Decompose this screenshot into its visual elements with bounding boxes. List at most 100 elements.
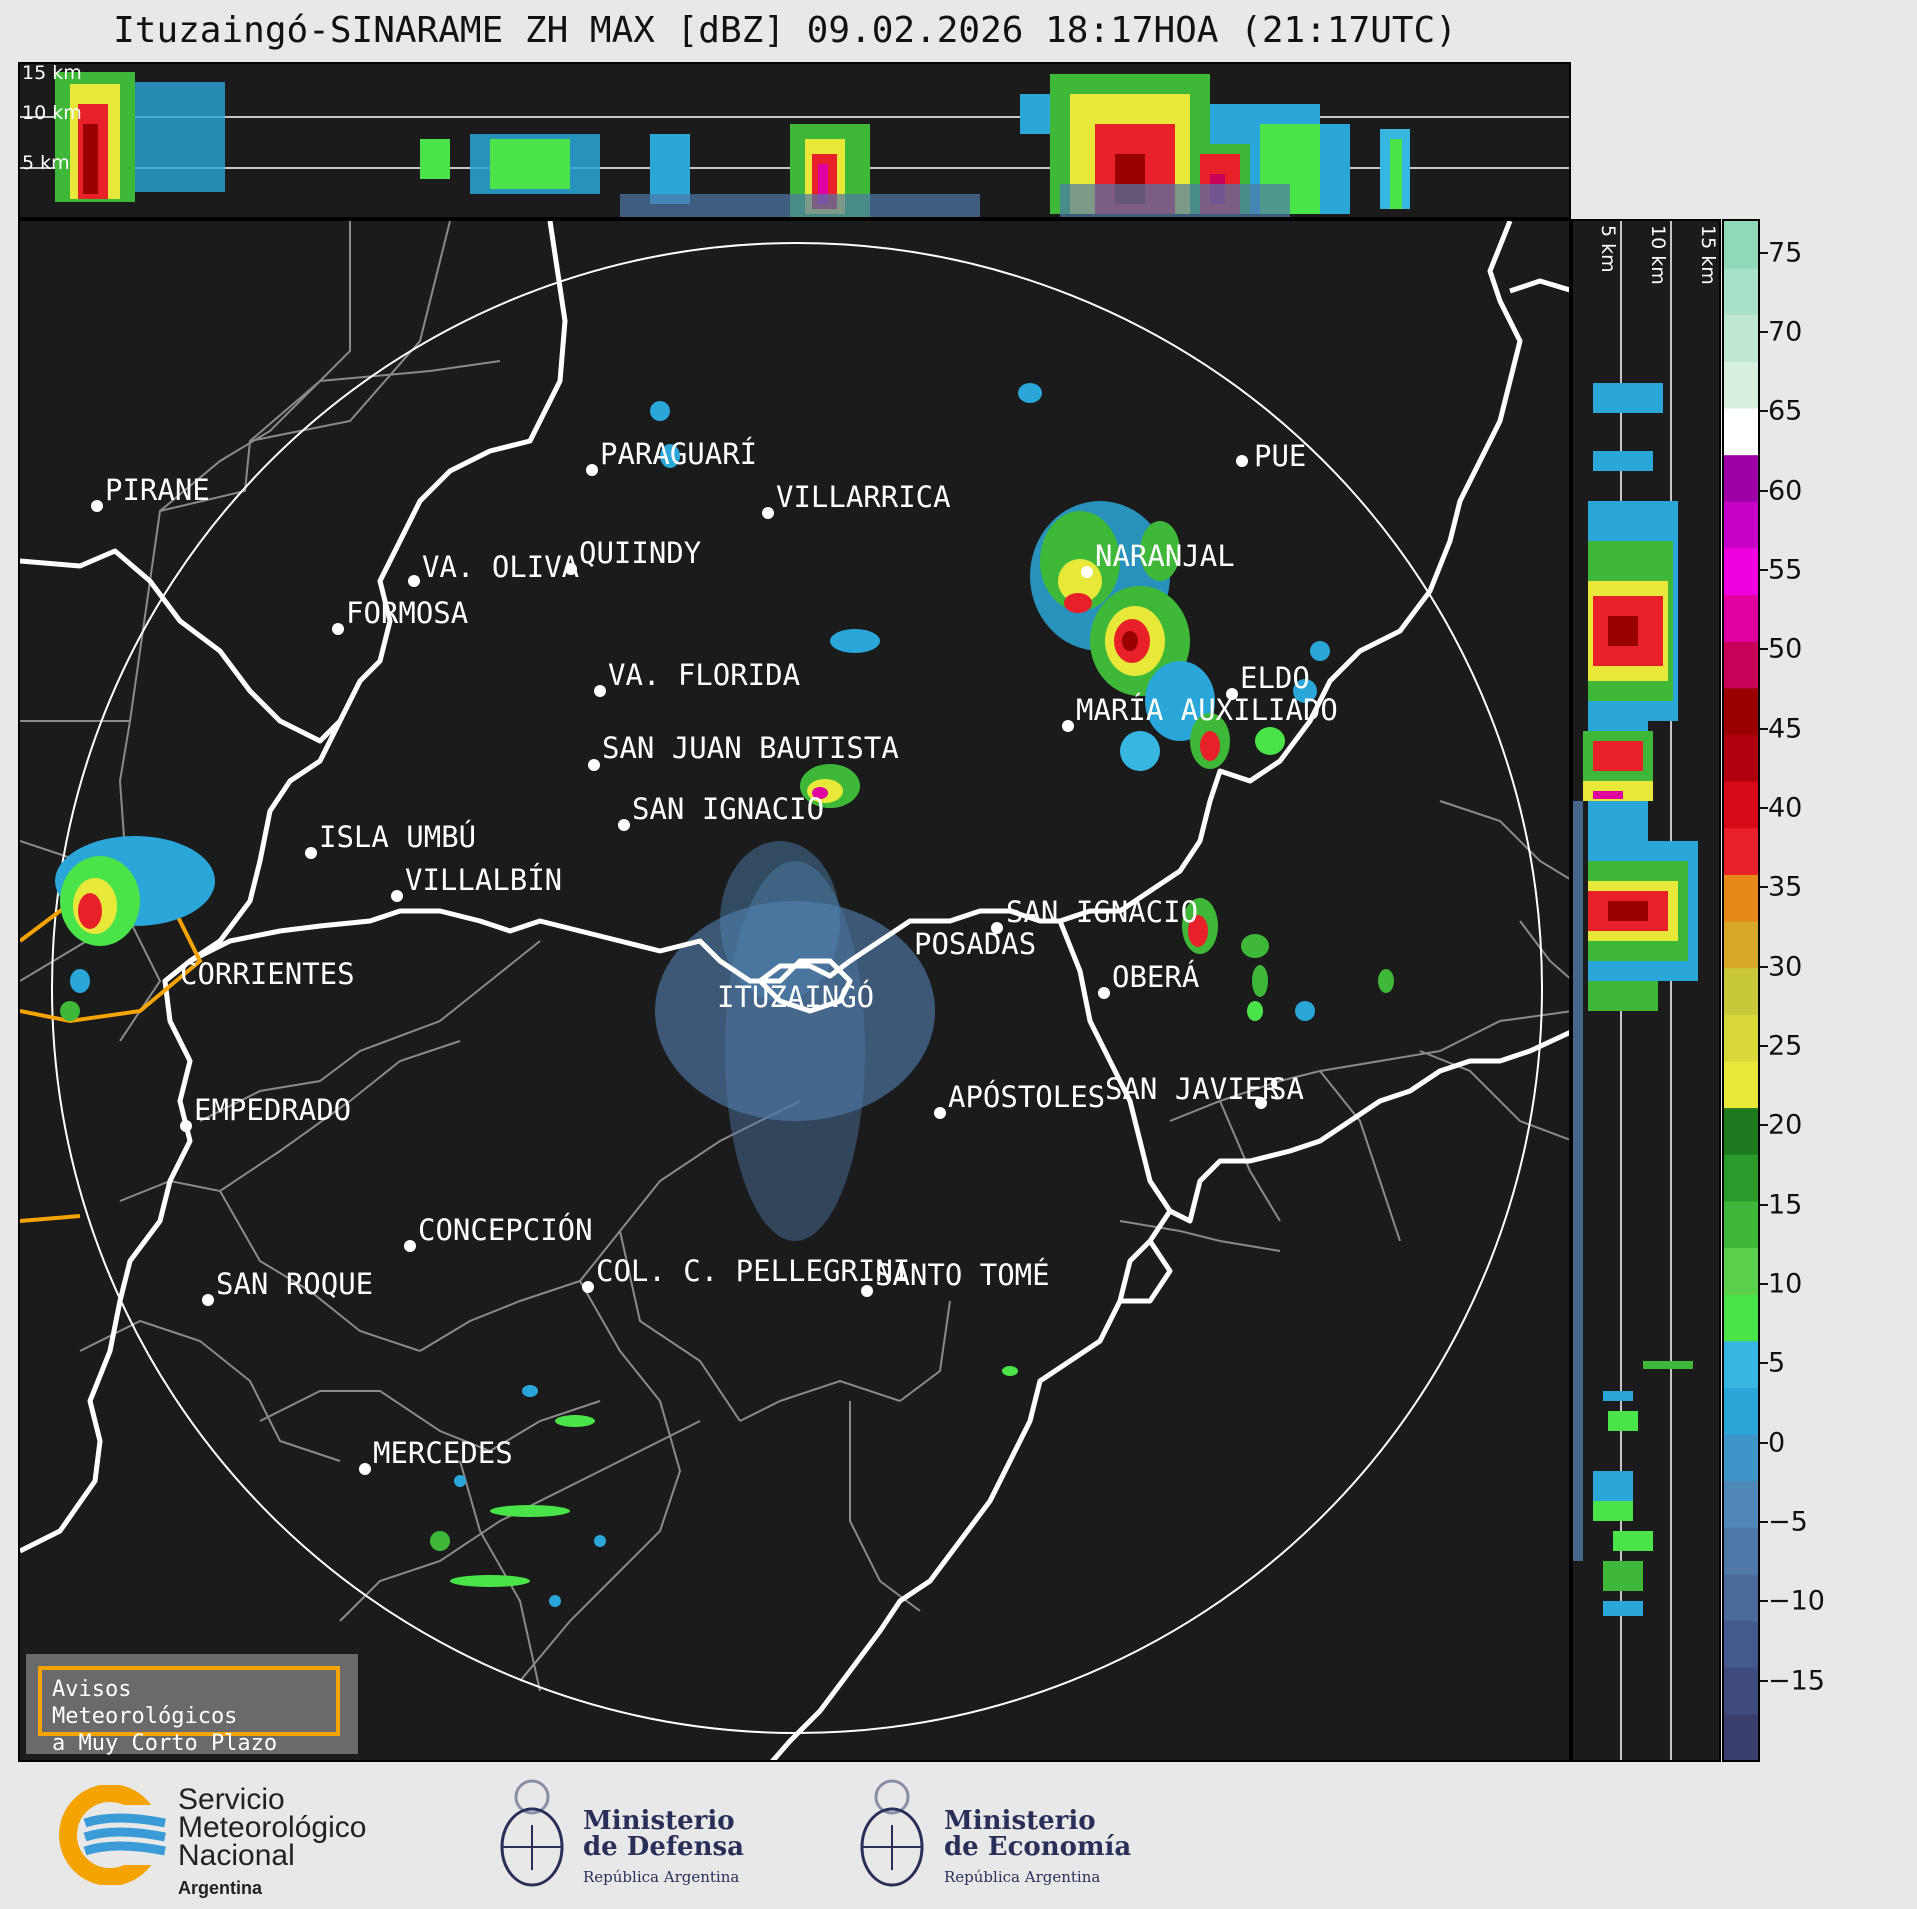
smn-sub: Argentina	[178, 1878, 263, 1898]
colorbar-tick-mark	[1760, 251, 1768, 254]
colorbar-swatch	[1724, 967, 1758, 1015]
city-label-ituzaingo: ITUZAINGÓ	[717, 980, 875, 1014]
city-label-isla-umbu: ISLA UMBÚ	[319, 820, 477, 854]
warning-legend: Avisos Meteorológicos a Muy Corto Plazo	[26, 1654, 358, 1756]
colorbar-tick-mark	[1760, 1045, 1768, 1048]
city-label-sa: SA	[1269, 1072, 1304, 1106]
smn-line1: Servicio	[178, 1783, 285, 1816]
city-label-empedrado: EMPEDRADO	[194, 1093, 352, 1127]
city-dot	[1236, 455, 1248, 467]
smn-logo-text: Servicio Meteorológico Nacional Argentin…	[178, 1783, 367, 1902]
colorbar-tick-mark	[1760, 1283, 1768, 1286]
economia-line1: Ministerio	[944, 1806, 1096, 1836]
economia-sub: República Argentina	[944, 1868, 1101, 1886]
colorbar-tick-label: 25	[1768, 1030, 1803, 1062]
colorbar-tick-mark	[1760, 489, 1768, 492]
city-label-san-ignacio-py: SAN IGNACIO	[632, 792, 825, 826]
colorbar-tick-label: −5	[1768, 1506, 1808, 1538]
colorbar-swatch	[1724, 873, 1758, 922]
city-dot	[1081, 566, 1093, 578]
colorbar-swatch	[1724, 454, 1758, 502]
colorbar-tick-label: 30	[1768, 951, 1803, 983]
side-height-label-15: 15 km	[1697, 225, 1719, 285]
colorbar-tick-mark	[1760, 648, 1768, 651]
warning-legend-line1: Avisos Meteorológicos	[52, 1677, 238, 1729]
smn-logo-icon	[59, 1785, 170, 1885]
colorbar-swatch	[1724, 407, 1758, 456]
city-label-eldo: ELDO	[1240, 661, 1310, 695]
map-title: Ituzaingó-SINARAME ZH MAX [dBZ] 09.02.20…	[113, 10, 1457, 51]
defensa-logo-text: Ministerio de Defensa República Argentin…	[583, 1808, 744, 1890]
colorbar-swatch	[1724, 500, 1758, 549]
colorbar-tick-label: 40	[1768, 792, 1803, 824]
colorbar-tick-mark	[1760, 331, 1768, 334]
colorbar-tick-mark	[1760, 1600, 1768, 1603]
colorbar-tick-mark	[1760, 1441, 1768, 1444]
colorbar-swatch	[1724, 1386, 1758, 1435]
city-label-col-pellegrini: COL. C. PELLEGRINI	[596, 1254, 911, 1288]
city-label-mercedes: MERCEDES	[373, 1436, 513, 1470]
colorbar-tick-mark	[1760, 1362, 1768, 1365]
colorbar-tick-mark	[1760, 410, 1768, 413]
colorbar-swatch	[1724, 920, 1758, 969]
city-dot	[408, 575, 420, 587]
coat-of-arms-defensa-icon	[500, 1779, 564, 1887]
precipitation-echoes	[55, 383, 1394, 1607]
colorbar-tick-mark	[1760, 569, 1768, 572]
colorbar-tick-label: 5	[1768, 1347, 1786, 1379]
colorbar-swatch	[1724, 1153, 1758, 1202]
colorbar-tick-label: 55	[1768, 554, 1803, 586]
city-label-va-oliva: VA. OLIVA	[422, 550, 580, 584]
city-dot	[588, 759, 600, 771]
city-label-apostoles: APÓSTOLES	[948, 1080, 1106, 1114]
city-dot	[332, 623, 344, 635]
colorbar-tick-label: 70	[1768, 316, 1803, 348]
defensa-line2: de Defensa	[583, 1832, 744, 1862]
colorbar-tick-mark	[1760, 1521, 1768, 1523]
colorbar-swatch	[1724, 267, 1758, 316]
colorbar-swatch	[1724, 1666, 1758, 1715]
colorbar-swatches	[1724, 221, 1758, 1760]
colorbar-swatch	[1724, 780, 1758, 829]
city-dot	[305, 847, 317, 859]
radar-map-panel[interactable]: PIRANE PARAGUARÍ VILLARRICA QUIINDY VA. …	[18, 219, 1571, 1762]
city-dot	[91, 500, 103, 512]
city-dot	[582, 1281, 594, 1293]
city-dot	[565, 563, 577, 575]
colorbar-tick-mark	[1760, 1679, 1768, 1682]
admin-borders	[20, 221, 1569, 1692]
colorbar-tick-label: 0	[1768, 1427, 1786, 1459]
city-dot	[180, 1120, 192, 1132]
colorbar-tick-label: 10	[1768, 1268, 1803, 1300]
smn-line2: Meteorológico	[178, 1811, 367, 1844]
city-label-maria-auxiliado: MARÍA AUXILIADO	[1076, 693, 1338, 727]
economia-line2: de Economía	[944, 1832, 1132, 1862]
city-dot	[391, 890, 403, 902]
colorbar-tick-mark	[1760, 1124, 1768, 1127]
city-dot	[762, 507, 774, 519]
city-dot	[359, 1463, 371, 1475]
colorbar-tick-label: −10	[1768, 1585, 1825, 1617]
city-label-naranjal: NARANJAL	[1095, 539, 1235, 573]
city-dot	[991, 922, 1003, 934]
city-label-san-ignacio-ar: SAN IGNACIO	[1006, 895, 1199, 929]
top-height-label-10: 10 km	[22, 102, 82, 124]
colorbar-swatch	[1724, 1060, 1758, 1109]
warning-legend-frame: Avisos Meteorológicos a Muy Corto Plazo	[38, 1666, 340, 1756]
city-label-santo-tome: SANTO TOMÉ	[875, 1258, 1050, 1292]
colorbar-swatch	[1724, 1340, 1758, 1388]
colorbar-tick-mark	[1760, 807, 1768, 810]
colorbar-swatch	[1724, 221, 1758, 269]
colorbar-tick-label: 35	[1768, 871, 1803, 903]
top-height-label-5: 5 km	[22, 152, 70, 174]
colorbar-swatch	[1724, 640, 1758, 689]
side-cross-section-echoes	[1573, 221, 1698, 1760]
city-label-va-florida: VA. FLORIDA	[608, 658, 801, 692]
city-dot	[594, 685, 606, 697]
colorbar-swatch	[1724, 314, 1758, 362]
city-label-san-juan-bautista: SAN JUAN BAUTISTA	[602, 731, 899, 765]
side-height-label-5: 5 km	[1597, 225, 1619, 273]
city-label-corrientes: CORRIENTES	[180, 957, 355, 991]
colorbar-swatch	[1724, 360, 1758, 409]
colorbar-swatch	[1724, 1107, 1758, 1155]
